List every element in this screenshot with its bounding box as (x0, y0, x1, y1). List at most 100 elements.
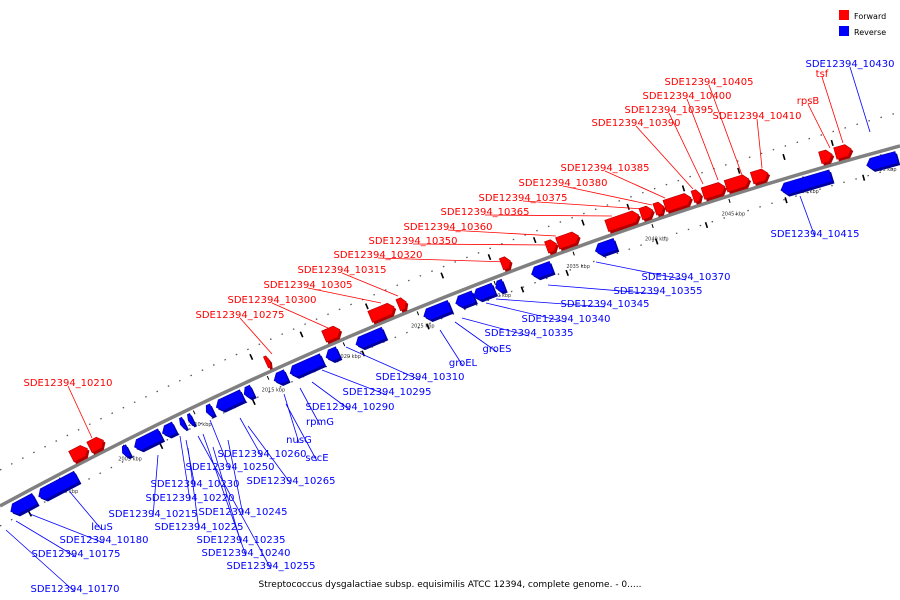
reverse-gene-body (273, 369, 289, 385)
reverse-guide-line (0, 166, 900, 527)
reverse-marker (159, 443, 164, 450)
forward-gene (604, 210, 641, 234)
forward-label: tsf (816, 69, 844, 144)
legend-reverse-swatch (839, 26, 849, 36)
reverse-label-text: SDE12394_10235 (197, 535, 286, 546)
forward-label: SDE12394_10385 (561, 163, 666, 199)
forward-label-text: SDE12394_10375 (479, 193, 568, 204)
reverse-label: groES (454, 321, 512, 355)
forward-gene (555, 231, 581, 252)
forward-gene (833, 144, 854, 162)
reverse-marker (784, 197, 788, 204)
reverse-label-text: SDE12394_10310 (376, 372, 465, 383)
reverse-label-leader (197, 435, 272, 570)
forward-label: SDE12394_10315 (298, 265, 399, 297)
reverse-marker (565, 269, 569, 277)
forward-marker (440, 272, 445, 279)
forward-gene-body (321, 325, 341, 343)
reverse-label: SDE12394_10260 (218, 417, 307, 460)
scale-tick-label: 2025 kbp (411, 323, 435, 329)
forward-gene-body (262, 355, 272, 369)
reverse-gene-body (179, 416, 188, 430)
forward-label: SDE12394_10300 (228, 295, 329, 329)
reverse-label-text: leuS (91, 522, 113, 533)
forward-marker (782, 153, 786, 161)
reverse-label-leader (227, 439, 244, 516)
forward-label-leader (412, 243, 552, 246)
reverse-gene (594, 238, 620, 258)
forward-label-leader (807, 103, 831, 149)
reverse-gene-body (38, 470, 80, 500)
reverse-label: groEL (439, 329, 478, 369)
reverse-label: SDE12394_10345 (495, 298, 650, 310)
reverse-label: SDE12394_10295 (321, 369, 432, 398)
forward-label: rpsB (797, 96, 831, 149)
forward-gene (700, 182, 727, 202)
forward-gene (86, 436, 106, 455)
reverse-label-text: SDE12394_10295 (343, 387, 432, 398)
forward-label-leader (756, 118, 763, 169)
forward-gene-body (555, 231, 580, 250)
forward-marker (737, 167, 741, 174)
reverse-label-leader (69, 491, 103, 531)
forward-label: SDE12394_10350 (369, 236, 552, 247)
forward-label: SDE12394_10375 (479, 193, 644, 210)
reverse-gene-body (473, 282, 497, 301)
reverse-label-leader (152, 454, 159, 518)
forward-label-text: rpsB (797, 96, 820, 107)
reverse-gene-body (187, 412, 196, 426)
reverse-label-leader (495, 298, 606, 308)
forward-label-leader (484, 214, 613, 217)
reverse-label-text: SDE12394_10250 (186, 462, 275, 473)
reverse-label-text: SDE12394_10265 (247, 476, 336, 487)
forward-label: SDE12394_10365 (441, 207, 613, 218)
forward-gene-body (395, 297, 407, 312)
forward-marker (299, 331, 304, 338)
reverse-label: SDE12394_10170 (5, 529, 120, 595)
reverse-label: SDE12394_10370 (595, 261, 731, 283)
legend-forward-swatch (839, 10, 849, 20)
reverse-label-text: SDE12394_10335 (485, 328, 574, 339)
forward-label: SDE12394_10305 (264, 280, 382, 304)
gene-features (10, 139, 900, 517)
forward-gene-body (367, 302, 395, 323)
reverse-label: nusG (283, 393, 312, 446)
forward-marker (249, 353, 254, 361)
reverse-label-leader (454, 321, 498, 353)
forward-label-text: SDE12394_10410 (713, 111, 802, 122)
reverse-label-leader (299, 387, 321, 426)
forward-label-leader (271, 302, 329, 329)
reverse-gene (179, 416, 189, 432)
reverse-gene (134, 428, 166, 453)
reverse-label-leader (202, 433, 247, 557)
reverse-gene-body (289, 353, 325, 378)
reverse-gene (355, 326, 389, 351)
reverse-label: SDE12394_10235 (197, 446, 286, 546)
forward-label: SDE12394_10395 (625, 105, 714, 185)
forward-label-text: SDE12394_10365 (441, 207, 530, 218)
reverse-gene-body (121, 444, 132, 458)
reverse-label-leader (283, 393, 300, 444)
forward-gene-body (498, 256, 511, 271)
reverse-label: SDE12394_10290 (306, 381, 395, 413)
scale-tick-label: 2000 kbp (55, 489, 79, 495)
scale-tick-mark (572, 251, 575, 256)
scale-tick-mark (728, 198, 731, 203)
reverse-label-text: SDE12394_10430 (806, 59, 895, 70)
reverse-label: SDE12394_10225 (155, 447, 244, 533)
forward-gene (321, 325, 343, 345)
reverse-label-text: SDE12394_10345 (561, 299, 650, 310)
reverse-label-leader (239, 417, 263, 458)
forward-label-leader (604, 170, 666, 199)
reverse-gene-body (495, 278, 507, 293)
forward-label-leader (377, 257, 510, 263)
genome-caption: Streptococcus dysgalactiae subsp. equisi… (259, 580, 642, 590)
scale-tick-label: 2010 kbp (188, 422, 212, 428)
forward-gene-body (652, 201, 665, 216)
forward-gene-body (833, 144, 852, 160)
forward-marker (532, 236, 537, 244)
forward-label-leader (562, 185, 653, 206)
forward-label-text: tsf (816, 69, 829, 80)
forward-gene (68, 445, 90, 465)
reverse-gene (205, 403, 217, 419)
